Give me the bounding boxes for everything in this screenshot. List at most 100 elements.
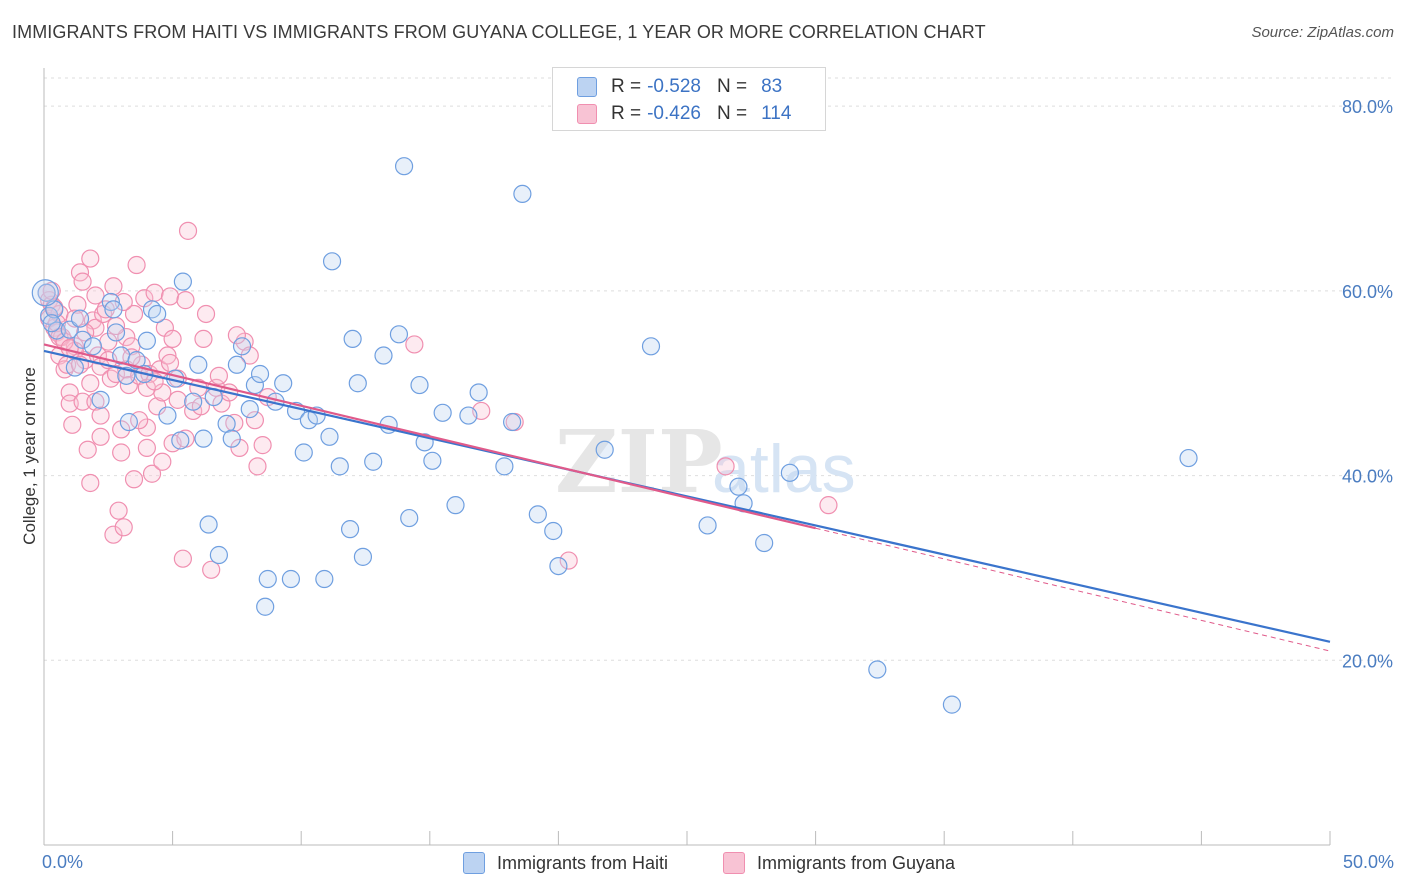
guyana-point [124,304,144,324]
haiti-point [400,508,419,528]
haiti-point [173,272,192,291]
guyana-point [73,392,92,411]
guyana-trend-line [43,343,816,530]
guyana-point [104,525,123,544]
haiti-point [189,355,208,374]
haiti-point [104,300,123,319]
guyana-point [559,551,578,570]
guyana-point [819,496,838,515]
haiti-point-large [31,279,59,307]
haiti-point [340,520,360,539]
haiti-point [148,304,167,324]
guyana-point [81,374,100,393]
haiti-point [320,427,339,446]
haiti-point [446,496,465,515]
haiti-point [868,660,887,679]
legend-item-guyana[interactable]: Immigrants from Guyana [723,852,955,874]
guyana-point [176,291,195,310]
haiti-point [232,337,252,356]
haiti-point [348,374,367,393]
guyana-point [142,464,162,483]
guyana-point [227,326,246,345]
haiti-point [469,383,488,402]
guyana-point [86,318,105,337]
guyana-point [112,443,131,462]
y-tick-label: 80.0% [1342,97,1393,117]
haiti-point [274,374,293,393]
haiti-point [65,358,84,377]
guyana-point [137,438,156,457]
guyana-point [112,420,131,439]
guyana-point [104,277,123,296]
guyana-point [178,221,198,240]
guyana-legend-label: Immigrants from Guyana [757,852,956,873]
haiti-point [184,392,203,411]
chart-title: IMMIGRANTS FROM HAITI VS IMMIGRANTS FROM… [12,22,986,42]
guyana-point [163,329,182,349]
haiti-point [199,515,218,534]
guyana-point [158,346,177,365]
haiti-point [353,547,373,566]
haiti-point [258,569,277,589]
haiti-point [42,314,61,333]
guyana-point [145,283,164,302]
n-label: N = [716,103,748,124]
guyana-point [248,457,267,476]
y-tick-label: 60.0% [1342,282,1393,302]
r-label: R = [611,76,642,97]
haiti-point [343,329,362,349]
haiti-point [227,355,246,374]
guyana-r-value: -0.426 [647,103,701,124]
haiti-swatch [577,77,597,97]
legend-row-haiti: R = -0.528 N = 83 [577,74,782,100]
x-tick-label-min: 0.0% [42,852,84,872]
haiti-point [729,477,748,496]
haiti-point [171,431,190,450]
legend-item-haiti[interactable]: Immigrants from Haiti [463,852,668,874]
haiti-point [364,452,383,471]
haiti-point [106,323,126,342]
haiti-point [330,457,349,476]
haiti-point [250,364,270,384]
watermark-text: ZIP [555,412,723,513]
guyana-point [65,309,84,328]
guyana-point [91,427,110,446]
haiti-r-value: -0.528 [647,76,701,97]
guyana-point [716,457,735,476]
guyana-point [114,292,133,312]
haiti-point [528,505,547,524]
guyana-point [230,438,249,457]
guyana-point [114,518,133,537]
guyana-point [81,249,100,268]
guyana-point [91,406,110,425]
guyana-point [127,255,146,275]
guyana-point [63,415,82,434]
haiti-point [222,429,241,448]
haiti-point [315,569,334,589]
trend-lines [43,343,1331,652]
guyana-point [240,346,259,365]
guyana-point [160,353,180,373]
haiti-n-value: 83 [761,76,783,97]
guyana-point [196,304,216,324]
guyana-point [225,413,244,433]
guyana-swatch [577,104,597,124]
haiti-point [374,346,393,365]
haiti-point [423,451,442,470]
guyana-point [153,452,172,471]
haiti-point [209,545,228,565]
haiti-point [641,337,661,356]
guyana-point [160,287,180,306]
guyana-legend-swatch [723,852,745,874]
guyana-point [405,335,424,354]
guyana-point [109,501,128,520]
guyana-point [245,411,265,430]
guyana-point [148,397,167,416]
haiti-point [256,597,275,616]
grid-lines [44,77,1392,661]
haiti-trend-line [43,349,1331,643]
haiti-point [281,569,301,589]
haiti-legend-swatch [463,852,485,874]
guyana-point [76,323,95,342]
